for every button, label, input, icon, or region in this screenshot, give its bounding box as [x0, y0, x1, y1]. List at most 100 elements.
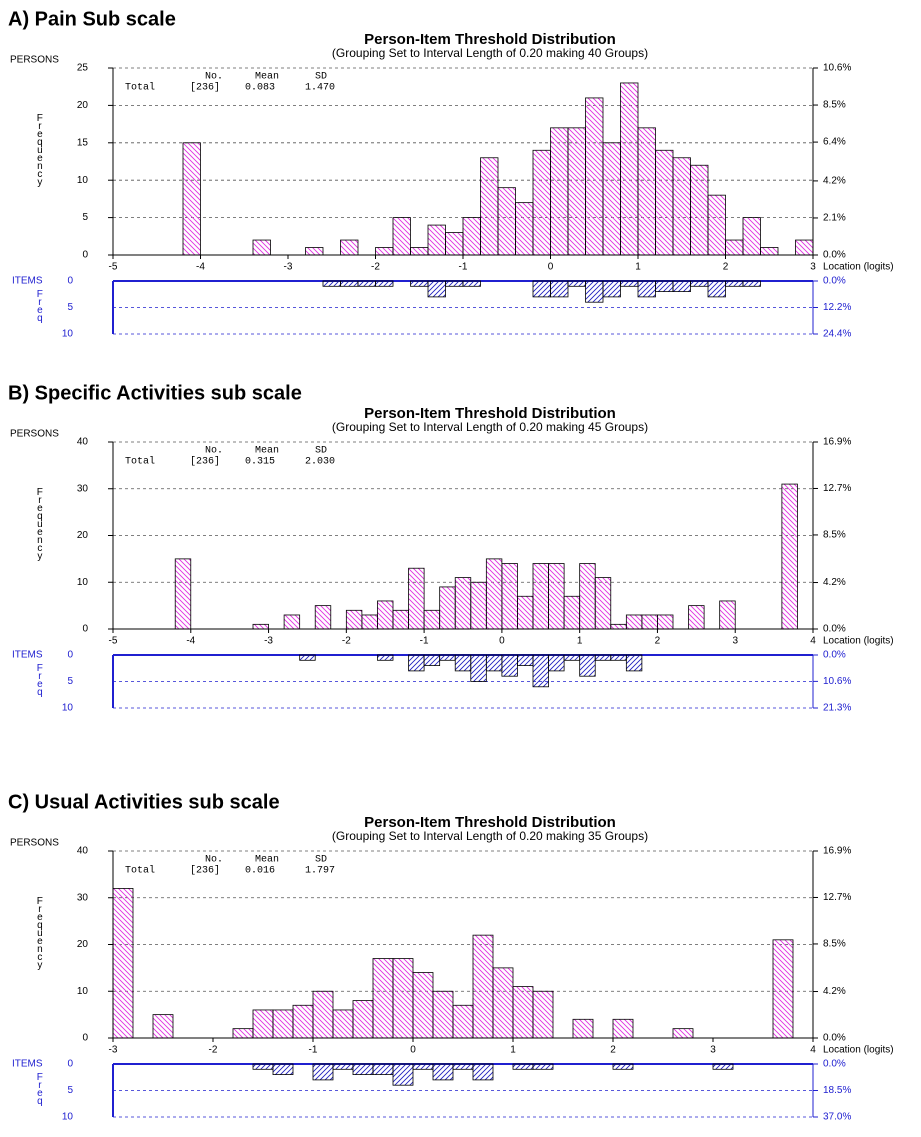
item-bar: [532, 280, 551, 298]
person-bar: [641, 614, 658, 630]
y-tick-label: 10: [77, 577, 89, 588]
person-bar: [252, 239, 271, 256]
panel-heading: B) Specific Activities sub scale: [8, 382, 302, 404]
item-bar: [322, 280, 341, 287]
x-tick-label: -3: [264, 636, 273, 647]
person-bar: [392, 958, 414, 1039]
item-bar: [690, 280, 709, 287]
person-bar: [332, 1009, 354, 1039]
person-bar: [454, 577, 472, 630]
person-bar: [572, 1018, 594, 1039]
person-bar: [305, 247, 324, 256]
person-bar: [452, 1004, 474, 1039]
x-tick-label: -3: [109, 1045, 118, 1056]
persons-label: PERSONS: [10, 55, 59, 66]
person-bar: [532, 990, 554, 1039]
x-tick-label: 1: [635, 262, 641, 273]
person-bar: [392, 609, 409, 630]
stats-value: [236]: [190, 82, 220, 94]
person-bar: [532, 563, 549, 630]
item-bar: [410, 280, 429, 287]
person-bar: [472, 934, 494, 1039]
item-bar: [672, 280, 691, 293]
y2-tick-label: 6.4%: [823, 137, 846, 148]
person-bar: [795, 239, 814, 256]
person-bar: [174, 558, 192, 630]
items-y2-tick-label: 0.0%: [823, 650, 846, 661]
item-bar: [412, 1063, 434, 1070]
person-bar: [312, 990, 334, 1039]
y-tick-label: 25: [77, 63, 89, 74]
item-bar: [512, 1063, 534, 1070]
x-tick-label: -2: [342, 636, 351, 647]
item-bar: [340, 280, 359, 287]
person-bar: [550, 127, 569, 256]
person-bar: [719, 600, 736, 630]
items-tick-label: 0: [67, 650, 73, 661]
x-tick-label: 2: [610, 1045, 616, 1056]
person-bar: [462, 217, 481, 256]
x-tick-label: 3: [732, 636, 738, 647]
stats-header: No.: [205, 72, 223, 83]
item-bar: [312, 1063, 334, 1081]
item-bar: [423, 654, 441, 667]
person-bar: [412, 972, 434, 1039]
x-tick-label: -1: [309, 1045, 318, 1056]
x-tick-label: 0: [499, 636, 505, 647]
items-tick-label: 10: [62, 1112, 74, 1123]
item-bar: [375, 280, 394, 287]
person-bar: [610, 623, 627, 630]
chart-title: Person-Item Threshold Distribution: [364, 814, 616, 831]
stats-header: Mean: [255, 72, 279, 83]
item-bar: [357, 280, 376, 287]
person-bar: [760, 247, 779, 256]
person-bar: [352, 1000, 374, 1039]
x-tick-label: -4: [186, 636, 195, 647]
x-tick-label: 0: [548, 262, 554, 273]
x-tick-label: 0: [410, 1045, 416, 1056]
person-bar: [517, 595, 534, 630]
item-bar: [427, 280, 446, 298]
x-tick-label: -5: [109, 636, 118, 647]
x-tick-label: -1: [420, 636, 429, 647]
item-bar: [439, 654, 456, 661]
panel-heading: C) Usual Activities sub scale: [8, 791, 280, 813]
person-bar: [272, 1009, 294, 1039]
items-tick-label: 10: [62, 329, 74, 340]
item-bar: [485, 654, 503, 672]
persons-label: PERSONS: [10, 429, 59, 440]
x-tick-label: 1: [510, 1045, 516, 1056]
item-bar: [707, 280, 726, 298]
stats-header: Mean: [255, 446, 279, 457]
x-tick-label: 2: [723, 262, 729, 273]
y-tick-label: 0: [82, 624, 88, 635]
person-bar: [470, 581, 487, 630]
person-bar: [657, 614, 674, 630]
person-bar: [672, 157, 691, 256]
x-axis-label: Location (logits): [823, 262, 894, 273]
stats-value: 2.030: [305, 457, 335, 468]
chart-subtitle: (Grouping Set to Interval Length of 0.20…: [332, 46, 648, 60]
person-bar: [480, 157, 499, 256]
person-bar: [688, 605, 705, 630]
person-bar: [625, 614, 643, 630]
persons-label: PERSONS: [10, 838, 59, 849]
person-bar: [432, 990, 454, 1039]
item-bar: [392, 1063, 414, 1086]
y-tick-label: 40: [77, 846, 89, 857]
person-bar: [512, 986, 534, 1039]
items-label: ITEMS: [12, 1059, 43, 1070]
stats-value: Total: [125, 82, 155, 94]
item-bar: [532, 654, 549, 688]
y2-tick-label: 2.1%: [823, 213, 846, 224]
x-tick-label: -2: [209, 1045, 218, 1056]
person-bar: [497, 187, 516, 256]
items-y2-tick-label: 12.2%: [823, 302, 851, 313]
items-axis-label: Freq: [34, 1072, 45, 1106]
item-bar: [517, 654, 534, 667]
person-bar: [492, 967, 514, 1039]
item-bar: [272, 1063, 294, 1075]
y2-tick-label: 0.0%: [823, 1033, 846, 1044]
x-tick-label: -1: [459, 262, 468, 273]
y2-tick-label: 4.2%: [823, 577, 846, 588]
